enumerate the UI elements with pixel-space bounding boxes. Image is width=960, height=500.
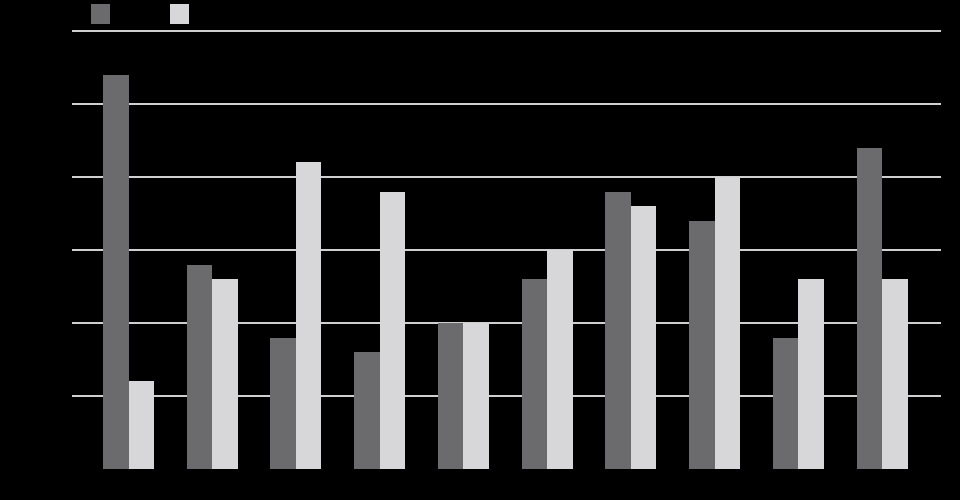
- bar-series-2: [212, 279, 238, 469]
- bar-series-1: [437, 323, 464, 469]
- bar-series-2: [630, 206, 657, 469]
- bar-series-2: [463, 323, 489, 469]
- legend-swatch: [91, 4, 110, 24]
- gridline: [71, 249, 941, 251]
- bar-series-1: [186, 264, 213, 469]
- gridline: [71, 103, 941, 105]
- bar-series-2: [547, 250, 573, 469]
- bar-series-1: [772, 337, 799, 469]
- bar-series-2: [128, 381, 154, 469]
- bar-series-2: [714, 177, 741, 469]
- bar-series-1: [689, 220, 715, 469]
- bar-series-1: [103, 74, 129, 469]
- bar-series-2: [379, 191, 406, 469]
- legend-swatch: [170, 4, 189, 24]
- bar-series-2: [295, 162, 322, 469]
- bar-series-1: [270, 337, 296, 469]
- gridline: [71, 176, 941, 178]
- bar-series-1: [354, 352, 380, 469]
- bar-series-1: [521, 279, 548, 469]
- gridline: [71, 30, 941, 32]
- bar-series-1: [605, 191, 631, 469]
- bar-series-1: [856, 147, 883, 469]
- bar-series-2: [882, 279, 908, 469]
- bar-series-2: [798, 279, 824, 469]
